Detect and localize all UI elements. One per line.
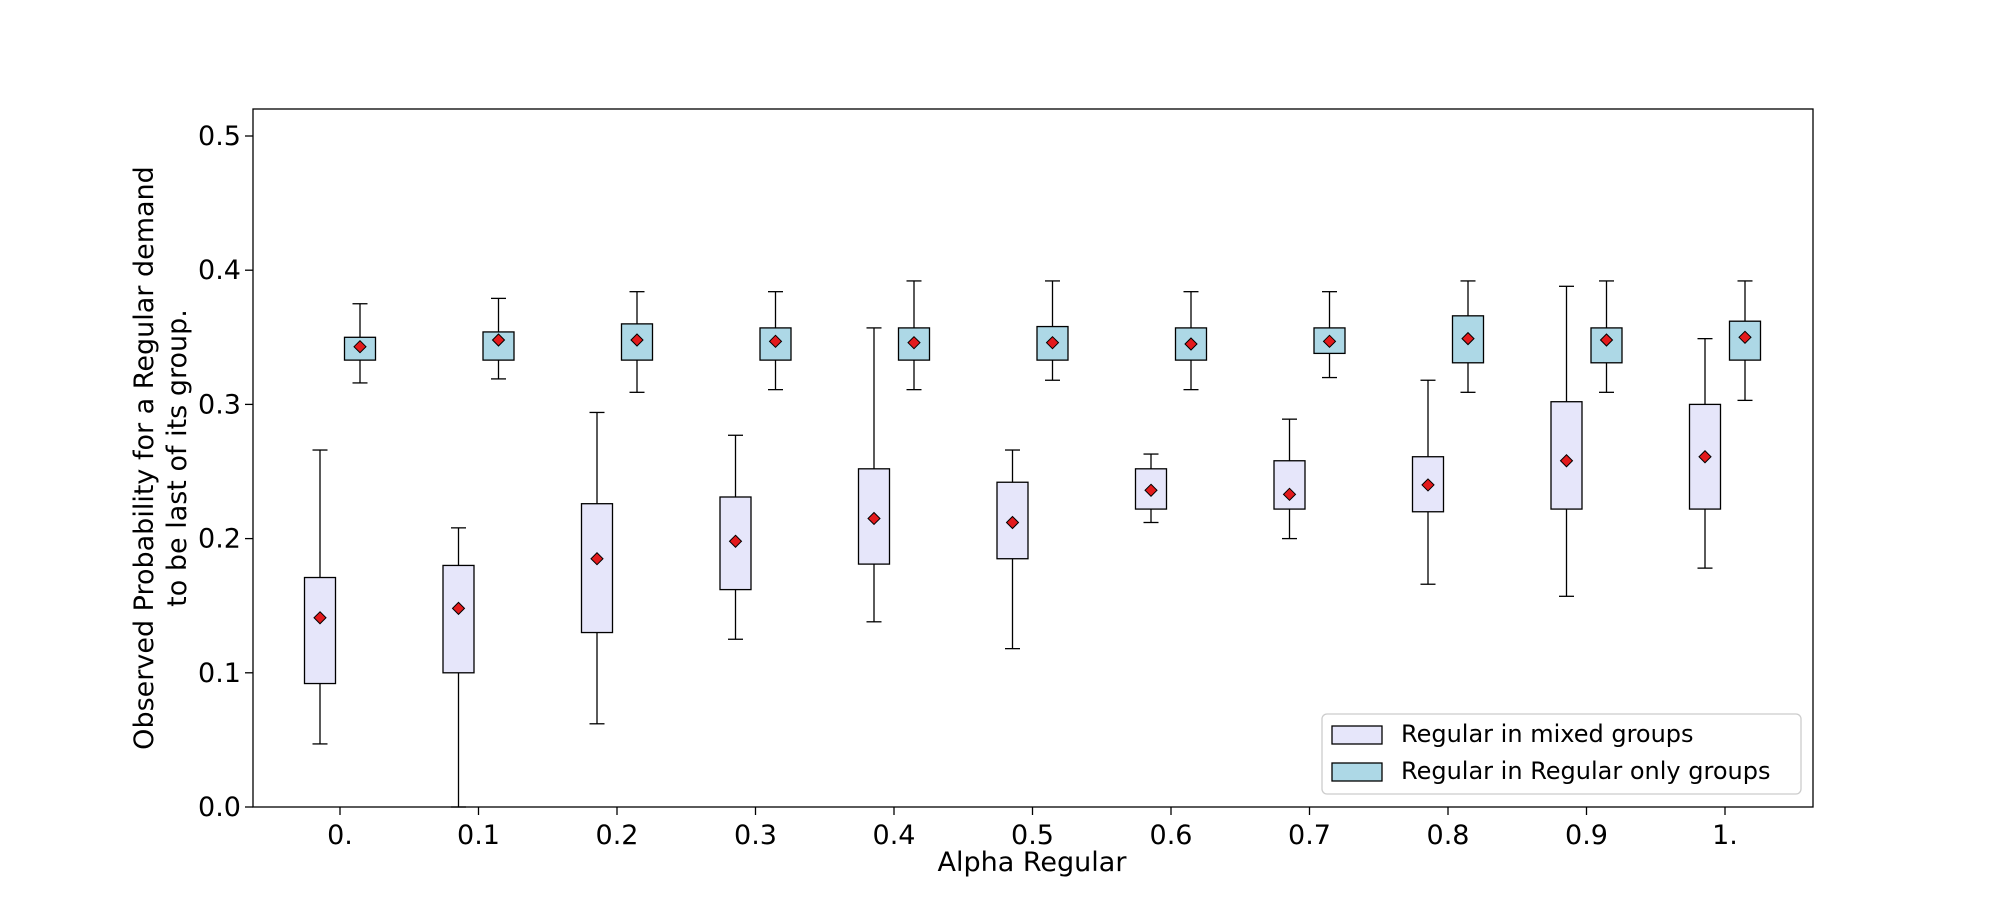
box-body <box>1273 460 1306 510</box>
mean-marker <box>1005 515 1020 530</box>
mean-marker <box>590 552 604 566</box>
box-mixed-5 <box>996 449 1029 650</box>
axes-layer: 0.0 0.1 0.2 0.3 0.4 0.5 0. 0.1 0.2 0.3 0.4 0.5 0.6 0.… <box>198 121 1738 851</box>
mean-marker <box>313 611 327 625</box>
box-body <box>759 327 792 361</box>
mean-marker <box>1461 331 1475 346</box>
mean-marker <box>1421 478 1435 492</box>
box-regular-only-0 <box>343 303 377 384</box>
box-mixed-4 <box>857 327 891 623</box>
mean-marker <box>1282 487 1297 502</box>
legend-frame <box>1321 713 1802 795</box>
legend-swatch-regular-only <box>1331 762 1383 782</box>
boxes-layer <box>303 280 1762 808</box>
y-tick-label: 0.2 <box>198 524 241 555</box>
x-axis-label: Alpha Regular <box>938 847 1128 878</box>
y-tick-label: 0.3 <box>198 389 241 420</box>
box-mixed-3 <box>719 434 752 640</box>
x-tick-label: 0.5 <box>1011 820 1054 851</box>
legend: Regular in mixed groups Regular in Regul… <box>1321 713 1802 795</box>
mean-marker <box>451 601 466 616</box>
box-regular-only-6 <box>1174 291 1208 391</box>
box-body <box>580 503 614 634</box>
box-regular-only-8 <box>1451 280 1485 393</box>
x-tick-label: 0.2 <box>596 820 639 851</box>
x-tick-label: 0. <box>327 820 353 851</box>
box-regular-only-10 <box>1728 280 1762 402</box>
box-regular-only-4 <box>897 280 931 391</box>
legend-swatch-mixed <box>1331 725 1383 745</box>
mean-marker <box>1738 330 1752 345</box>
box-mixed-2 <box>580 411 614 725</box>
x-tick-label: 0.8 <box>1427 820 1470 851</box>
box-mixed-9 <box>1550 285 1583 597</box>
x-tick-label: 0.9 <box>1565 820 1608 851</box>
x-tick-label: 0.6 <box>1150 820 1193 851</box>
mean-marker <box>491 333 506 347</box>
mean-marker <box>728 534 743 548</box>
y-tick-label: 0.1 <box>198 658 241 689</box>
y-axis-label-line-2: to be last of its group. <box>162 309 193 607</box>
y-axis-label-line-1: Observed Probability for a Regular deman… <box>129 166 160 750</box>
legend-label-mixed: Regular in mixed groups <box>1401 720 1694 748</box>
mean-marker <box>1698 450 1712 464</box>
box-mixed-6 <box>1134 453 1168 524</box>
box-body <box>303 576 337 685</box>
box-regular-only-7 <box>1313 291 1346 379</box>
mean-marker <box>1144 483 1158 497</box>
legend-label-regular-only: Regular in Regular only groups <box>1401 757 1770 785</box>
mean-marker <box>1559 454 1574 468</box>
y-tick-label: 0.5 <box>198 121 241 152</box>
mean-marker <box>1322 334 1337 349</box>
x-tick-label: 0.1 <box>457 820 500 851</box>
mean-marker <box>867 511 881 526</box>
box-regular-only-2 <box>620 291 654 393</box>
mean-marker <box>630 333 644 347</box>
box-regular-only-3 <box>759 291 792 391</box>
x-tick-label: 0.3 <box>734 820 777 851</box>
y-tick-label: 0.0 <box>198 792 241 823</box>
mean-marker <box>768 334 783 349</box>
x-tick-label: 0.4 <box>873 820 916 851</box>
x-tick-label: 1. <box>1712 820 1738 851</box>
box-mixed-1 <box>442 527 475 808</box>
box-body <box>442 564 475 674</box>
box-mixed-8 <box>1411 379 1445 585</box>
box-mixed-7 <box>1273 418 1306 540</box>
box-body <box>1451 315 1485 364</box>
box-mixed-0 <box>303 449 337 745</box>
box-regular-only-1 <box>482 297 515 380</box>
box-body <box>620 323 654 361</box>
y-tick-label: 0.4 <box>198 255 241 286</box>
box-regular-only-9 <box>1590 280 1623 393</box>
x-tick-label: 0.7 <box>1288 820 1331 851</box>
box-mixed-10 <box>1688 337 1722 569</box>
mean-marker <box>907 335 921 350</box>
mean-marker <box>1599 333 1614 347</box>
box-regular-only-5 <box>1036 280 1069 381</box>
mean-marker <box>1045 335 1060 350</box>
mean-marker <box>1184 337 1198 351</box>
mean-marker <box>353 339 367 354</box>
